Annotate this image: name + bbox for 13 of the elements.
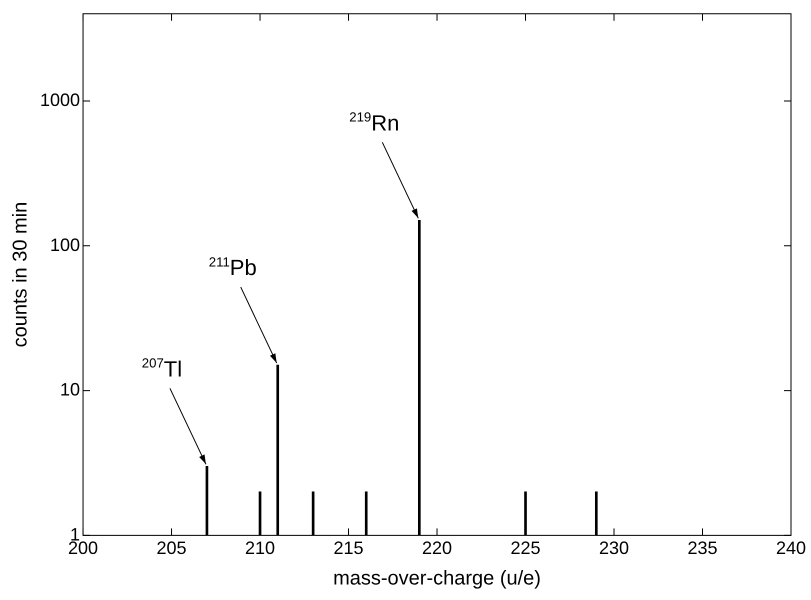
x-tick-label: 215 [334,538,364,558]
x-tick-label: 240 [776,538,806,558]
y-tick-label: 1000 [40,90,80,110]
x-tick-label: 205 [156,538,187,558]
x-tick-label: 220 [422,538,452,558]
x-tick-label: 225 [510,538,541,558]
y-tick-label: 100 [50,234,80,255]
x-tick-label: 210 [245,538,276,558]
x-tick-label: 230 [598,538,630,558]
x-tick-label: 235 [687,538,718,558]
x-axis-title: mass-over-charge (u/e) [333,568,541,590]
y-axis-title: counts in 30 min [10,202,32,348]
y-tick-label: 10 [60,380,80,400]
